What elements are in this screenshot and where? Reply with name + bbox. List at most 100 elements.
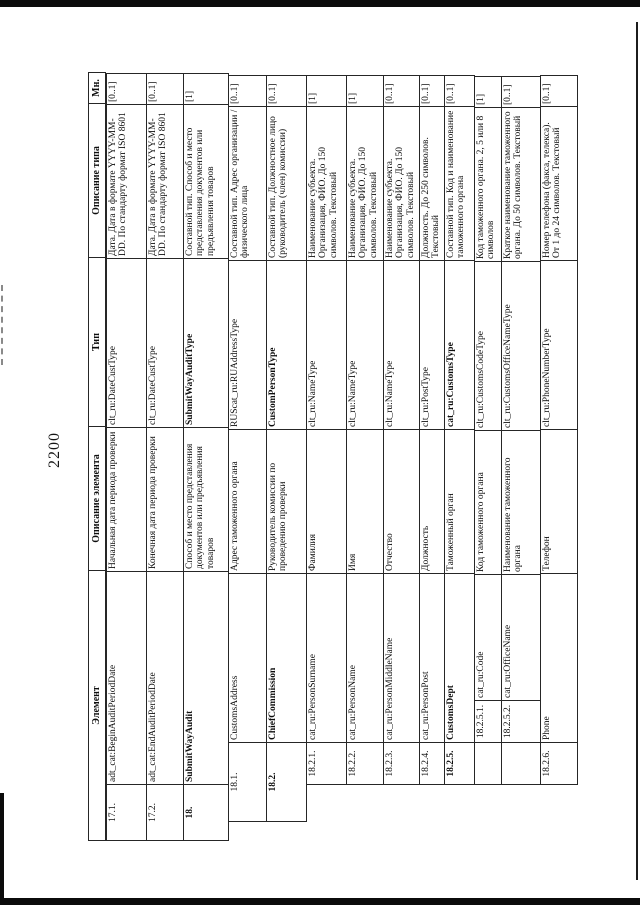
header-element: Элемент xyxy=(88,570,106,841)
cell-row-number: 18.2.1. xyxy=(306,742,347,785)
cell-element-name: cat_ru:PersonName xyxy=(346,573,384,743)
table-body: 17.1. adt_cat:BeginAuditPeriodDate Начальн… xyxy=(106,68,578,841)
cell-multiplicity: [0..1] xyxy=(419,75,445,107)
cell-indent-empty xyxy=(474,742,502,785)
cell-type-name: SubmitWayAuditType xyxy=(183,258,229,428)
cell-row-number: 18.2. xyxy=(266,742,307,822)
table-row: 18.2.3. cat_ru:PersonMiddleName Отчество cl… xyxy=(383,68,420,841)
table-row: 18.2.5.1. cat_ru:Code Код таможенного орга… xyxy=(474,68,502,841)
rotated-table-container: Элемент Описание элемента Тип Описание т… xyxy=(88,68,597,841)
cell-element-description: Имя xyxy=(346,429,384,574)
scan-edge-top xyxy=(0,0,640,7)
cell-type-description: Дата. Дата в формате YYYY-MM-DD. По стан… xyxy=(146,104,184,259)
cell-type-name: clt_ru:CustomsCodeType xyxy=(474,261,502,431)
cell-row-number: 18.2.2. xyxy=(346,742,384,785)
row-indent-spacer xyxy=(306,784,347,842)
table-row: 18.2.1. cat_ru:PersonSurname Фамилия clt_ru… xyxy=(306,68,347,841)
page-number: 2200 xyxy=(46,432,63,468)
cell-element-description: Таможенный орган xyxy=(444,429,475,574)
cell-element-description: Наименование таможенного органа xyxy=(501,430,541,575)
cell-multiplicity: [0..1] xyxy=(266,75,307,107)
scan-edge-left-dash xyxy=(1,285,3,365)
cell-row-number: 18.2.6. xyxy=(540,742,578,785)
cell-type-description: Наименование субъекта. Организация, ФИО.… xyxy=(306,106,347,261)
cell-multiplicity: [0..1] xyxy=(106,73,147,105)
table-header-row: Элемент Описание элемента Тип Описание т… xyxy=(88,68,106,841)
cell-element-name: SubmitWayAudit xyxy=(183,571,229,785)
cell-element-description: Адрес таможенного органа xyxy=(228,429,267,574)
cell-multiplicity: [1] xyxy=(183,73,229,105)
cell-multiplicity: [0..1] xyxy=(383,75,420,107)
cell-element-name: ChiefCommission xyxy=(266,573,307,743)
cell-type-name: clt_ru:DateCustType xyxy=(106,258,147,428)
scan-edge-left-bottom xyxy=(0,793,4,905)
header-type: Тип xyxy=(88,257,106,427)
cell-element-name: cat_ru:Code xyxy=(474,574,502,701)
table-row: 18.1. CustomsAddress Адрес таможенного орг… xyxy=(228,68,267,841)
row-indent-spacer xyxy=(474,784,502,842)
cell-element-name: cat_ru:PersonSurname xyxy=(306,573,347,743)
cell-element-name: cat_ru:PersonMiddleName xyxy=(383,573,420,743)
cell-type-description: Краткое наименование таможенного органа.… xyxy=(501,107,541,262)
cell-element-name: Phone xyxy=(540,573,578,743)
cell-type-description: Код таможенного органа. 2, 5 или 8 симво… xyxy=(474,107,502,262)
cell-element-name: cat_ru:OfficeName xyxy=(501,574,541,701)
cell-type-name: clt_ru:NameType xyxy=(306,260,347,430)
cell-element-name: adt_cat:EndAuditPeriodDate xyxy=(146,571,184,785)
cell-type-description: Дата. Дата в формате YYYY-MM-DD. По стан… xyxy=(106,104,147,259)
cell-element-description: Руководитель комиссии по проведению пров… xyxy=(266,429,307,574)
cell-type-description: Наименование субъекта. Организация, ФИО.… xyxy=(383,106,420,261)
cell-type-description: Номер телефона (факса, телекса). От 1 до… xyxy=(540,106,578,261)
cell-type-description: Должность. До 250 символов. Текстовый xyxy=(419,106,445,261)
cell-element-description: Способ и место представления документов … xyxy=(183,427,229,572)
cell-type-name: CustomPersonType xyxy=(266,260,307,430)
cell-row-number: 18.2.5. xyxy=(444,742,475,785)
cell-element-description: Конечная дата периода проверки xyxy=(146,427,184,572)
cell-type-name: clt_ru:DateCustType xyxy=(146,258,184,428)
cell-row-number: 17.1. xyxy=(106,784,147,841)
cell-multiplicity: [0..1] xyxy=(228,75,267,107)
scan-edge-bottom xyxy=(0,898,640,905)
cell-row-number: 18.2.5.2. xyxy=(501,700,541,743)
table-row: 17.1. adt_cat:BeginAuditPeriodDate Начальн… xyxy=(106,68,147,841)
row-indent-spacer xyxy=(346,784,384,842)
cell-multiplicity: [1] xyxy=(346,75,384,107)
row-indent-spacer xyxy=(540,784,578,842)
cell-element-description: Телефон xyxy=(540,429,578,574)
table-row: 18.2.4. cat_ru:PersonPost Должность clt_ru:… xyxy=(419,68,445,841)
cell-multiplicity: [0..1] xyxy=(540,75,578,107)
cell-element-name: CustomsAddress xyxy=(228,573,267,743)
cell-type-description: Составной тип. Должностное лицо (руковод… xyxy=(266,106,307,261)
header-element-desc: Описание элемента xyxy=(88,426,106,571)
cell-element-name: adt_cat:BeginAuditPeriodDate xyxy=(106,571,147,785)
row-indent-spacer xyxy=(228,821,267,842)
cell-element-description: Должность xyxy=(419,429,445,574)
cell-multiplicity: [1] xyxy=(306,75,347,107)
scan-edge-right xyxy=(636,22,638,880)
cell-indent-empty xyxy=(501,742,541,785)
header-type-desc: Описание типа xyxy=(88,103,106,258)
cell-type-name: cat_ru:CustomsType xyxy=(444,260,475,430)
cell-multiplicity: [0..1] xyxy=(444,75,475,107)
cell-type-description: Составной тип. Адрес организации / физич… xyxy=(228,106,267,261)
cell-type-description: Составной тип. Код и наименование таможе… xyxy=(444,106,475,261)
cell-row-number: 18. xyxy=(183,784,229,841)
cell-type-name: clt_ru:PostType xyxy=(419,260,445,430)
cell-type-name: clt_ru:PhoneNumberType xyxy=(540,260,578,430)
table-row: 17.2. adt_cat:EndAuditPeriodDate Конечная … xyxy=(146,68,184,841)
row-indent-spacer xyxy=(266,821,307,842)
cell-type-name: clt_ru:CustomsOfficeNameType xyxy=(501,261,541,431)
table-row: 18.2.6. Phone Телефон clt_ru:PhoneNumberTyp… xyxy=(540,68,578,841)
cell-element-description: Отчество xyxy=(383,429,420,574)
cell-element-description: Начальная дата периода проверки xyxy=(106,427,147,572)
table-row: 18.2.5.2. cat_ru:OfficeName Наименование т… xyxy=(501,68,541,841)
cell-element-description: Код таможенного органа xyxy=(474,430,502,575)
cell-element-name: cat_ru:PersonPost xyxy=(419,573,445,743)
cell-row-number: 18.2.3. xyxy=(383,742,420,785)
cell-multiplicity: [0..1] xyxy=(146,73,184,105)
cell-row-number: 17.2. xyxy=(146,784,184,841)
table-row: 18.2.5. CustomsDept Таможенный орган cat_ru… xyxy=(444,68,475,841)
cell-type-name: RUScat_ru:RUAddressType xyxy=(228,260,267,430)
cell-multiplicity: [1] xyxy=(474,76,502,108)
